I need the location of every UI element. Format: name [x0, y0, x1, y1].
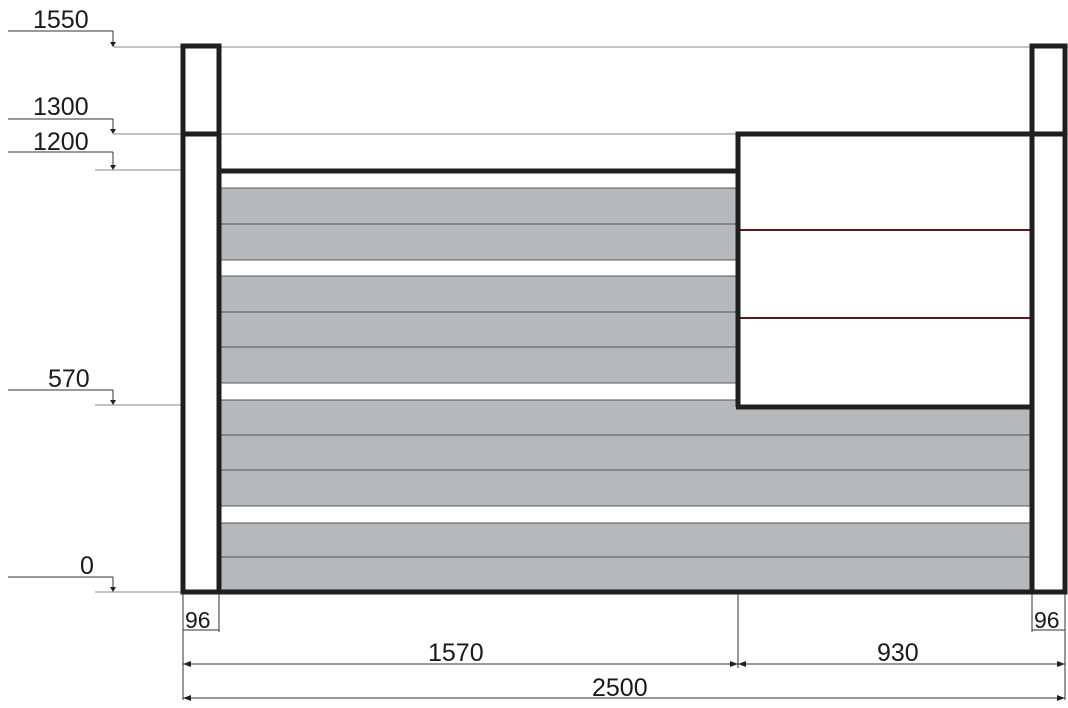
level-marker-0: 0	[8, 552, 185, 593]
width-label-post-right: 96	[1034, 607, 1060, 633]
level-label-1300: 1300	[33, 93, 89, 121]
level-label-1550: 1550	[33, 6, 89, 34]
dimension-right-section: 930	[738, 639, 1065, 667]
post-left	[180, 43, 222, 595]
dimension-total: 2500	[183, 674, 1065, 702]
post-right	[1029, 43, 1068, 595]
width-label-right-section: 930	[877, 639, 919, 667]
level-label-570: 570	[48, 365, 90, 393]
level-marker-1550: 1550	[8, 6, 1068, 48]
width-label-total: 2500	[592, 674, 648, 702]
width-label-post-left: 96	[185, 607, 211, 633]
slat-panel	[220, 400, 1032, 506]
level-marker-570: 570	[8, 365, 185, 406]
lower-slat-group	[220, 399, 1032, 592]
level-label-0: 0	[80, 552, 94, 580]
level-marker-1300: 1300	[8, 93, 1068, 135]
width-label-left-section: 1570	[428, 639, 484, 667]
right-raised-panel	[735, 131, 1034, 410]
dimension-post-left: 96	[182, 594, 220, 700]
level-label-1200: 1200	[33, 128, 89, 156]
dimension-left-section: 1570	[183, 594, 739, 668]
level-marker-1200: 1200	[8, 128, 185, 171]
upper-slat-group	[220, 187, 736, 384]
dimension-post-right: 96	[1031, 594, 1066, 700]
slat-panel	[220, 276, 736, 383]
